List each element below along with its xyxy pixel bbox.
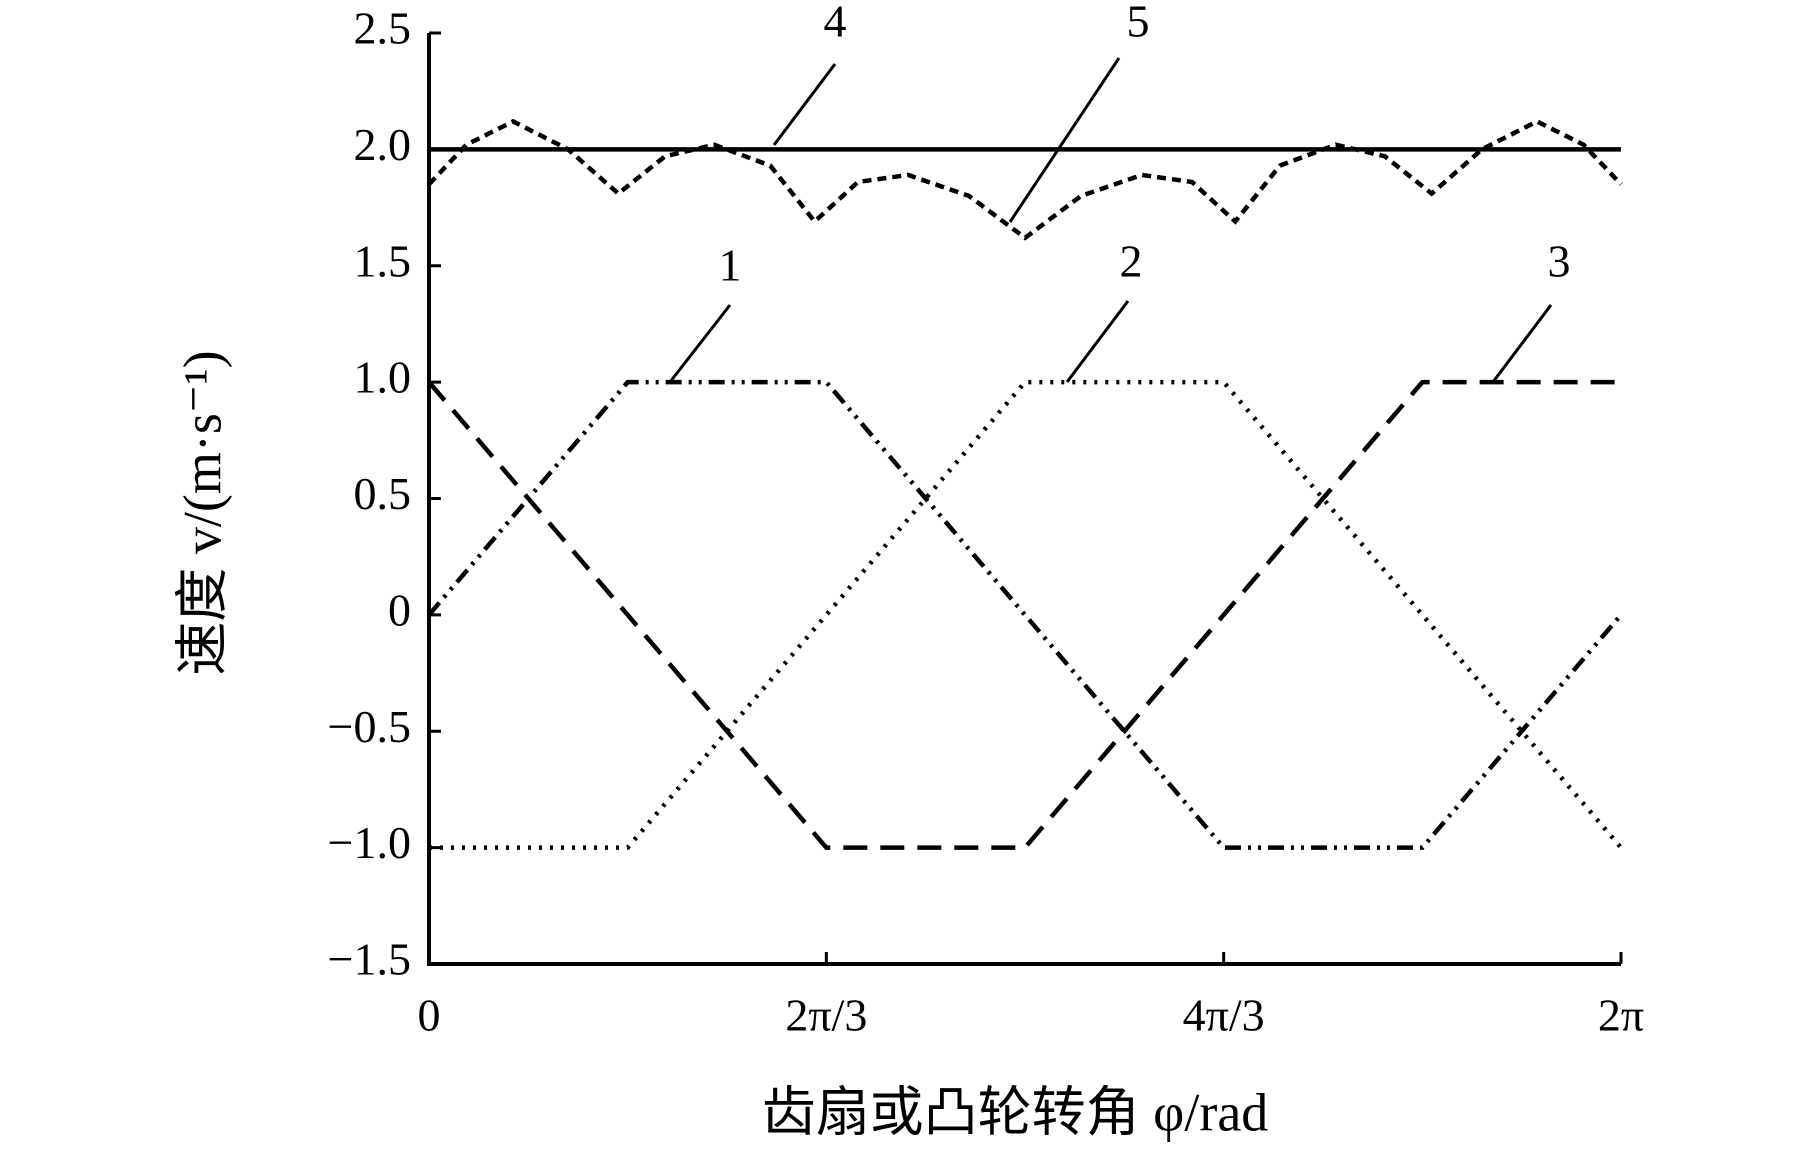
y-tick-label: −0.5	[328, 701, 411, 752]
y-tick-label: 0.5	[354, 468, 412, 519]
series-label: 5	[1127, 0, 1150, 47]
leader-line	[1065, 300, 1130, 383]
series-line	[429, 379, 1623, 850]
y-tick-label: 1.5	[354, 235, 412, 286]
series-label: 3	[1548, 236, 1571, 287]
y-tick-label: 1.0	[354, 352, 412, 403]
leader-line	[1491, 304, 1553, 383]
x-tick-label: 0	[418, 990, 441, 1041]
y-tick-label: 2.5	[354, 3, 412, 54]
x-axis-title: 齿扇或凸轮转角 φ/rad	[762, 1082, 1269, 1142]
x-tick-label: 2π	[1598, 990, 1644, 1041]
series-label: 1	[719, 240, 742, 291]
x-tick-label: 2π/3	[785, 990, 867, 1041]
series-label: 4	[824, 0, 847, 47]
y-axis-title: 速度 v/(m·s⁻¹)	[172, 350, 232, 675]
y-tick-label: 2.0	[354, 119, 412, 170]
series-line	[427, 379, 1623, 850]
series-label: 2	[1120, 236, 1143, 287]
leader-line	[668, 304, 732, 383]
y-tick-label: −1.5	[328, 934, 411, 985]
y-tick-label: −1.0	[328, 817, 411, 868]
leader-line	[772, 63, 837, 146]
series-line	[427, 379, 1621, 850]
x-tick-label: 4π/3	[1183, 990, 1265, 1041]
series-line	[427, 118, 1623, 241]
leader-line	[1008, 57, 1121, 223]
y-tick-label: 0	[388, 584, 411, 635]
